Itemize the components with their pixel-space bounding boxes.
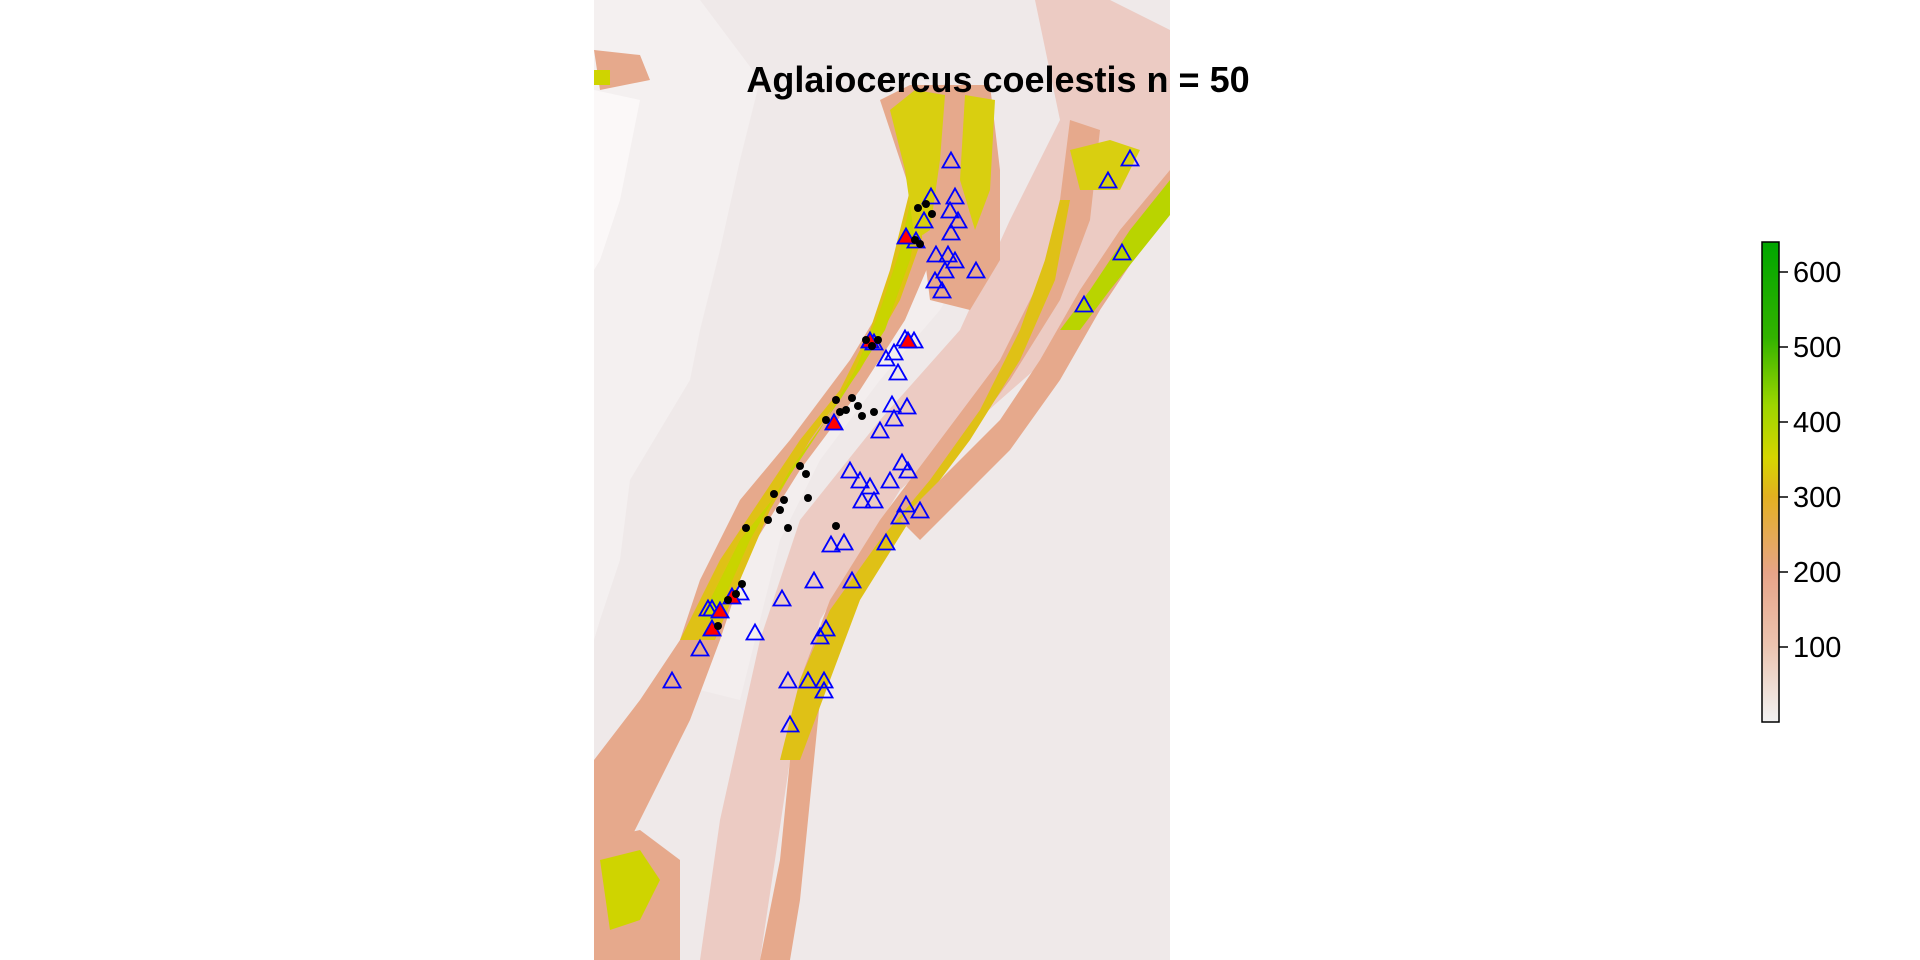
legend-tick-label: 300 bbox=[1793, 482, 1841, 514]
legend-tick-label: 500 bbox=[1793, 332, 1841, 364]
background-point-triangle bbox=[820, 534, 842, 553]
occurrence-point bbox=[802, 470, 810, 478]
background-point-triangle bbox=[1111, 242, 1133, 261]
background-point-triangle bbox=[779, 714, 801, 733]
occurrence-point bbox=[770, 490, 778, 498]
background-point-triangle bbox=[937, 244, 959, 263]
occurrence-point bbox=[914, 204, 922, 212]
occurrence-point bbox=[922, 200, 930, 208]
background-point-triangle bbox=[777, 670, 799, 689]
background-point-triangle bbox=[925, 244, 947, 263]
test-point-triangle bbox=[823, 412, 845, 431]
background-point-triangle bbox=[813, 680, 835, 699]
occurrence-point bbox=[742, 524, 750, 532]
legend-tick-label: 400 bbox=[1793, 407, 1841, 439]
background-point-triangle bbox=[851, 490, 873, 509]
marker-layer bbox=[661, 148, 1141, 733]
occurrence-point bbox=[784, 524, 792, 532]
occurrence-point bbox=[780, 496, 788, 504]
background-point-triangle bbox=[869, 420, 891, 439]
background-point-triangle bbox=[940, 150, 962, 169]
occurrence-point bbox=[868, 342, 876, 350]
background-point-triangle bbox=[895, 494, 917, 513]
background-point-triangle bbox=[909, 500, 931, 519]
occurrence-point bbox=[854, 402, 862, 410]
background-point-triangle bbox=[803, 570, 825, 589]
background-point-triangle bbox=[934, 260, 956, 279]
occurrence-point bbox=[724, 596, 732, 604]
occurrence-point bbox=[776, 506, 784, 514]
occurrence-point bbox=[928, 210, 936, 218]
background-point-triangle bbox=[920, 186, 942, 205]
occurrence-point bbox=[804, 494, 812, 502]
test-point-triangle bbox=[895, 226, 917, 245]
occurrence-point bbox=[848, 394, 856, 402]
background-point-triangle bbox=[947, 210, 969, 229]
occurrence-point bbox=[870, 408, 878, 416]
background-point-triangle bbox=[689, 638, 711, 657]
occurrence-point bbox=[916, 240, 924, 248]
legend-color-bar bbox=[1761, 241, 1780, 723]
occurrence-point bbox=[874, 336, 882, 344]
background-point-triangle bbox=[813, 670, 835, 689]
background-point-triangle bbox=[883, 408, 905, 427]
occurrence-point bbox=[862, 336, 870, 344]
background-point-triangle bbox=[944, 250, 966, 269]
background-point-triangle bbox=[771, 588, 793, 607]
background-point-triangle bbox=[661, 670, 683, 689]
background-point-triangle bbox=[809, 626, 831, 645]
background-point-triangle bbox=[797, 670, 819, 689]
occurrence-point bbox=[714, 622, 722, 630]
background-point-triangle bbox=[859, 476, 881, 495]
background-point-triangle bbox=[939, 200, 961, 219]
background-point-triangle bbox=[965, 260, 987, 279]
background-point-triangle bbox=[881, 394, 903, 413]
background-point-triangle bbox=[841, 570, 863, 589]
background-point-triangle bbox=[839, 460, 861, 479]
background-point-triangle bbox=[940, 222, 962, 241]
background-point-triangle bbox=[887, 362, 909, 381]
background-point-triangle bbox=[889, 506, 911, 525]
occurrence-point bbox=[842, 406, 850, 414]
legend-tick-label: 600 bbox=[1793, 257, 1841, 289]
background-point-triangle bbox=[875, 532, 897, 551]
occurrence-point bbox=[796, 462, 804, 470]
background-point-triangle bbox=[815, 618, 837, 637]
legend-ticks: 100 200 300 400 500 600 bbox=[1779, 257, 1841, 664]
background-point-triangle bbox=[849, 470, 871, 489]
background-point-triangle bbox=[883, 342, 905, 361]
occurrence-point bbox=[822, 416, 830, 424]
background-point-triangle bbox=[744, 622, 766, 641]
background-point-triangle bbox=[931, 280, 953, 299]
test-point-triangle bbox=[709, 600, 731, 619]
test-point-triangle bbox=[897, 330, 919, 349]
background-point-triangle bbox=[896, 396, 918, 415]
legend-tick-label: 200 bbox=[1793, 557, 1841, 589]
occurrence-point bbox=[832, 396, 840, 404]
background-point-triangle bbox=[944, 186, 966, 205]
background-point-triangle bbox=[891, 452, 913, 471]
occurrence-point bbox=[764, 516, 772, 524]
background-point-triangle bbox=[879, 470, 901, 489]
occurrence-point bbox=[858, 412, 866, 420]
occurrence-point bbox=[732, 590, 740, 598]
legend-tick-label: 100 bbox=[1793, 632, 1841, 664]
background-point-triangle bbox=[875, 348, 897, 367]
background-point-triangle bbox=[924, 270, 946, 289]
background-point-triangle bbox=[833, 532, 855, 551]
background-point-triangle bbox=[897, 460, 919, 479]
background-point-triangle bbox=[1073, 294, 1095, 313]
color-legend: 100 200 300 400 500 600 bbox=[1761, 241, 1841, 723]
background-point-triangle bbox=[863, 490, 885, 509]
occurrence-point bbox=[832, 522, 840, 530]
elevation-raster bbox=[594, 0, 1170, 960]
occurrence-point bbox=[738, 580, 746, 588]
background-point-triangle bbox=[1097, 170, 1119, 189]
map-title: Aglaiocercus coelestis n = 50 bbox=[746, 59, 1249, 100]
background-point-triangle bbox=[1119, 148, 1141, 167]
background-point-triangle bbox=[913, 210, 935, 229]
